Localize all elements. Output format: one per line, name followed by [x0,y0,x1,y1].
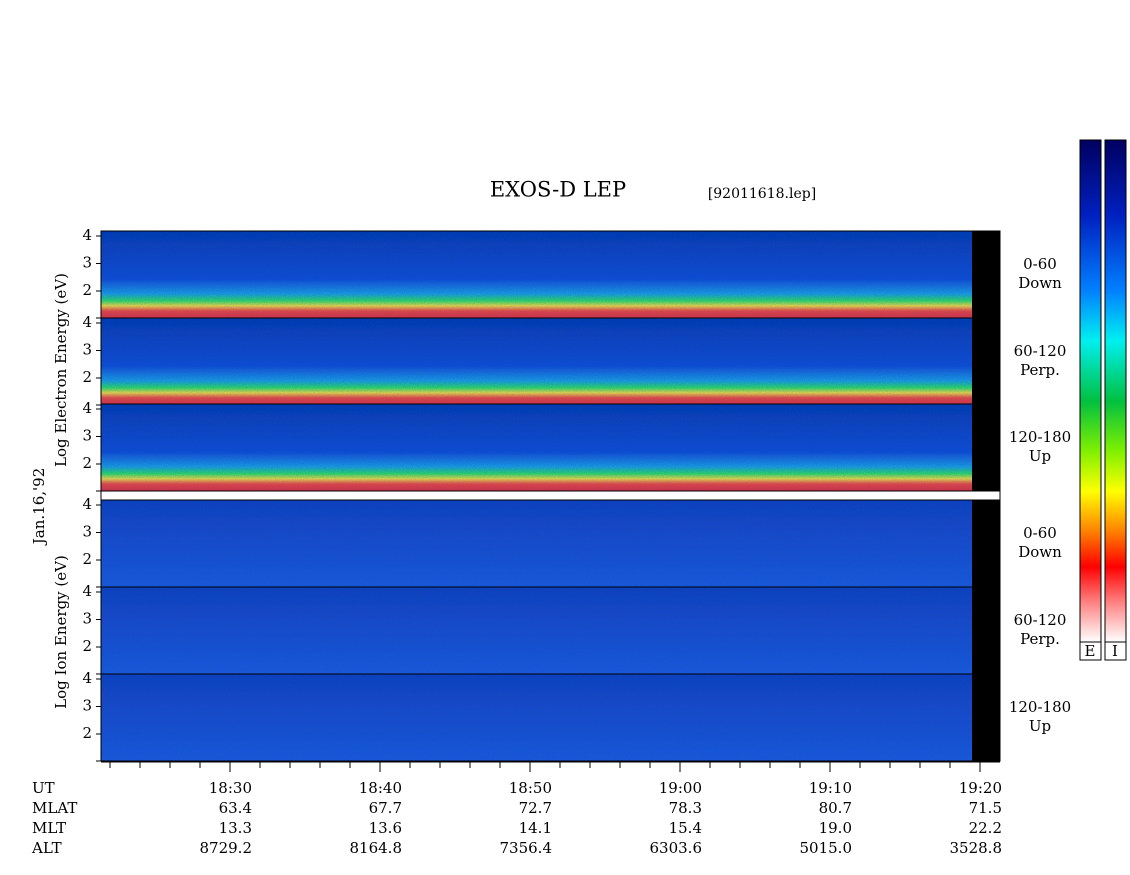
row-value: 15.4 [669,819,702,837]
row-label: MLT [32,819,66,837]
no-data-region [972,500,1000,587]
pitch-direction-label: Up [1029,447,1051,465]
pitch-angle-label: 120-180 [1009,698,1071,716]
pitch-direction-label: Down [1018,274,1062,292]
row-value: 6303.6 [650,839,703,857]
time-tick-label: 18:50 [509,779,552,797]
file-name: [92011618.lep] [708,186,816,202]
row-value: 71.5 [969,799,1002,817]
row-label: MLAT [32,799,77,817]
energy-tick-label: 2 [82,368,92,386]
energy-tick-label: 4 [82,226,92,244]
row-value: 3528.8 [950,839,1003,857]
row-value: 80.7 [819,799,852,817]
pitch-angle-label: 0-60 [1023,255,1057,273]
colorbar [1104,139,1127,643]
energy-tick-label: 3 [82,697,92,715]
pitch-angle-label: 60-120 [1014,611,1067,629]
energy-tick-label: 2 [82,724,92,742]
time-tick-label: 18:40 [359,779,402,797]
colorbar-label: E [1085,642,1096,660]
row-label: ALT [31,839,62,857]
row-value: 13.6 [369,819,402,837]
row-value: 5015.0 [800,839,853,857]
pitch-direction-label: Perp. [1020,630,1060,648]
energy-tick-label: 2 [82,637,92,655]
pitch-direction-label: Perp. [1020,361,1060,379]
no-data-region [972,404,1000,491]
no-data-region [972,674,1000,761]
energy-tick-label: 2 [82,454,92,472]
time-tick-label: 19:10 [809,779,852,797]
row-value: 72.7 [519,799,552,817]
pitch-direction-label: Up [1029,717,1051,735]
date-label: Jan.16,'92 [30,468,48,546]
time-tick-label: 19:20 [959,779,1002,797]
ion-axis-label: Log Ion Energy (eV) [52,555,70,709]
panel-frame [100,673,1001,762]
row-value: 13.3 [219,819,252,837]
spectrogram-panel [101,500,972,587]
no-data-region [972,587,1000,674]
row-value: 63.4 [219,799,252,817]
colorbar [1079,139,1102,643]
energy-tick-label: 4 [82,399,92,417]
row-value: 8729.2 [200,839,253,857]
energy-tick-label: 4 [82,582,92,600]
row-value: 14.1 [519,819,552,837]
row-value: 78.3 [669,799,702,817]
pitch-angle-label: 120-180 [1009,428,1071,446]
no-data-region [972,231,1000,318]
colorbar-box [1104,641,1127,661]
no-data-region [972,318,1000,405]
spectrogram-panel [101,318,972,405]
row-value: 19.0 [819,819,852,837]
energy-tick-label: 4 [82,669,92,687]
spectrogram-panel [101,587,972,674]
row-value: 67.7 [369,799,402,817]
row-label: UT [32,779,55,797]
row-value: 7356.4 [500,839,553,857]
spectrogram-panel [101,674,972,761]
time-tick-label: 18:30 [209,779,252,797]
colorbar-label: I [1112,642,1118,660]
time-tick-label: 19:00 [659,779,702,797]
energy-tick-label: 3 [82,523,92,541]
energy-tick-label: 2 [82,281,92,299]
row-value: 8164.8 [350,839,403,857]
pitch-angle-label: 0-60 [1023,524,1057,542]
energy-tick-label: 4 [82,495,92,513]
energy-tick-label: 3 [82,254,92,272]
title: EXOS-D LEP [490,178,626,202]
electron-axis-label: Log Electron Energy (eV) [52,273,70,467]
panel-gap [100,490,1001,501]
energy-tick-label: 3 [82,341,92,359]
energy-tick-label: 3 [82,610,92,628]
spectrogram-panel [101,231,972,318]
spectrogram-panel [101,404,972,491]
energy-tick-label: 3 [82,427,92,445]
pitch-angle-label: 60-120 [1014,342,1067,360]
energy-tick-label: 2 [82,550,92,568]
row-value: 22.2 [969,819,1002,837]
energy-tick-label: 4 [82,313,92,331]
colorbar-box [1079,641,1102,661]
pitch-direction-label: Down [1018,543,1062,561]
